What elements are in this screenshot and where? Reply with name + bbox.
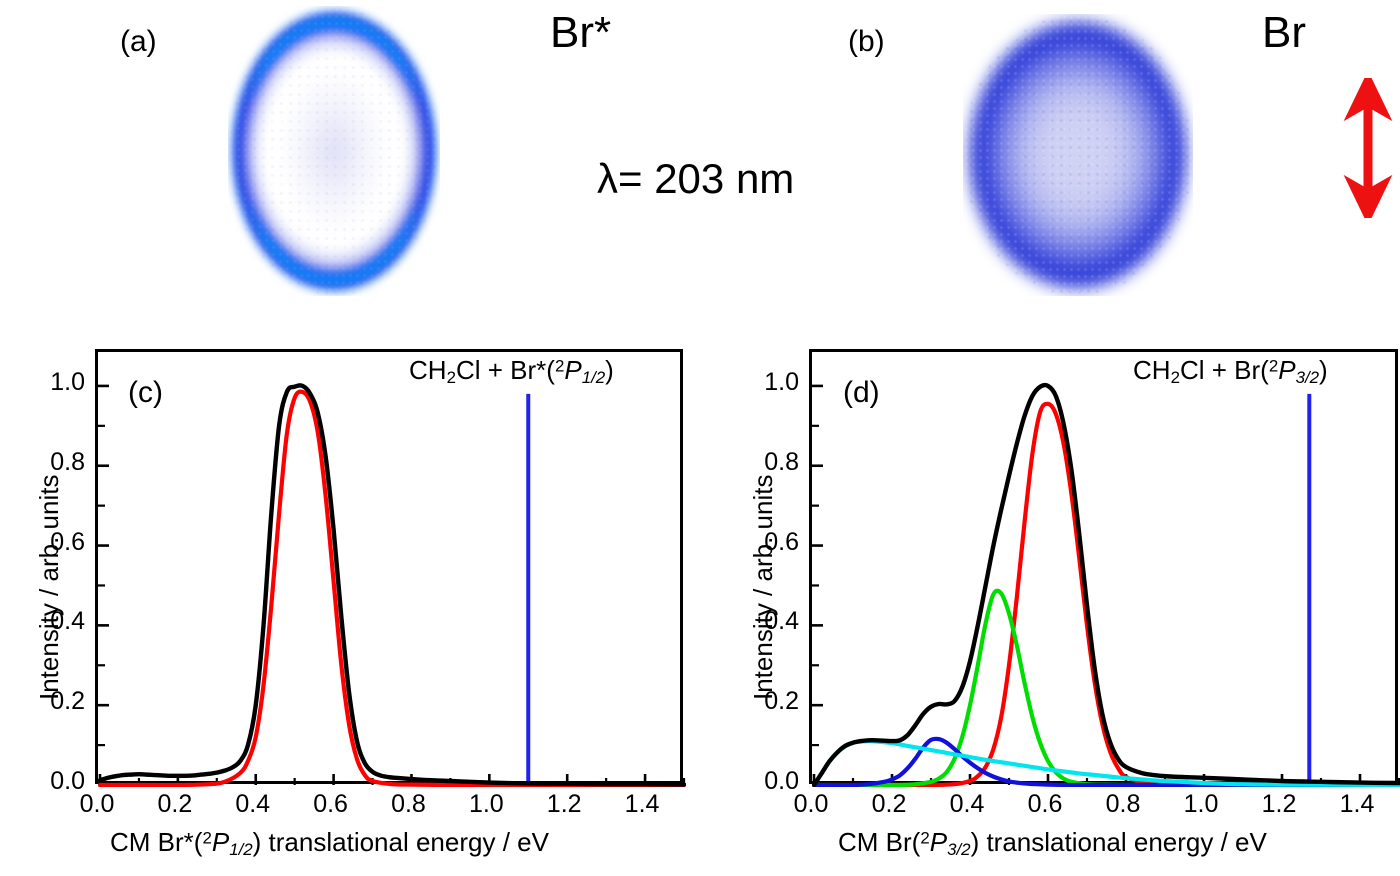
panel-d-xlabel-pre: CM Br( — [838, 827, 921, 857]
panel-d-annotation-post: ) — [1319, 355, 1328, 385]
panel-c-plot-svg — [98, 383, 686, 787]
panel-c-annotation: CH2Cl + Br*(2P1/2) — [409, 355, 614, 388]
panel-a-species-label: Br* — [550, 8, 612, 57]
panel-c-plot-frame — [95, 349, 686, 787]
panel-c-y-axis-title: Intensity / arb. units — [34, 474, 64, 700]
vmi-b-center-haze — [1013, 70, 1143, 240]
panel_d-xtick-0: 0.0 — [793, 790, 829, 818]
panel-c-annotation-post: ) — [605, 355, 614, 385]
panel_d-ytick-4: 0.8 — [764, 447, 799, 476]
panel-d-xlabel-post: ) translational energy / eV — [970, 827, 1267, 857]
panel_d-ytick-5: 1.0 — [764, 367, 799, 396]
panel-d-annotation-mid: Cl + Br( — [1179, 355, 1269, 385]
panel-d-annotation-sup: 2 — [1268, 356, 1279, 376]
panel_d-xtick-1: 0.2 — [871, 790, 907, 818]
panel-d-annotation-pre: CH — [1133, 355, 1171, 385]
velocity-map-image-b — [963, 14, 1193, 296]
panel-c-annotation-mid: Cl + Br*( — [455, 355, 555, 385]
panel-d-annotation-term: P — [1278, 355, 1296, 385]
panel-d-annotation: CH2Cl + Br(2P3/2) — [1133, 355, 1328, 388]
panel_d-ytick-0: 0.0 — [764, 767, 799, 795]
wavelength-label: λ= 203 nm — [597, 155, 795, 202]
panel-d-annotation-sub1: 2 — [1170, 368, 1180, 388]
velocity-map-image-a — [228, 6, 440, 296]
panel-c-annotation-pre: CH — [409, 355, 447, 385]
panel_c-xtick-3: 0.6 — [313, 790, 348, 818]
panel-c-tag: (c) — [128, 376, 163, 409]
panel_d-xtick-2: 0.4 — [949, 790, 985, 818]
panel-d-xlabel-sub: 3/2 — [947, 840, 971, 860]
panel_c-ytick-2: 0.4 — [50, 607, 85, 636]
panel_c-ytick-4: 0.8 — [50, 447, 85, 476]
panel_d-xtick-6: 1.2 — [1261, 790, 1297, 818]
panel_c-axis-ticks — [98, 384, 686, 787]
panel_c-xtick-0: 0.0 — [79, 790, 115, 818]
panel_c-xtick-4: 0.8 — [391, 790, 426, 818]
panel_c-xtick-7: 1.4 — [624, 790, 660, 818]
panel-b-tag: (b) — [848, 25, 885, 58]
panel_c-ytick-5: 1.0 — [50, 367, 85, 396]
panel-c-annotation-sup: 2 — [554, 356, 565, 376]
panel-d-y-axis-title: Intensity / arb. units — [748, 474, 778, 700]
panel-d-annotation-sub2: 3/2 — [1295, 368, 1320, 388]
panel_c-ytick-1: 0.2 — [50, 687, 85, 716]
panel_d-xtick-4: 0.8 — [1105, 790, 1141, 818]
panel-c-annotation-term: P — [564, 355, 582, 385]
panel-c-x-axis-title: CM Br*(2P1/2) translational energy / eV — [110, 827, 549, 860]
panel_c-xtick-1: 0.2 — [157, 790, 193, 818]
panel_c-xtick-2: 0.4 — [235, 790, 271, 818]
panel-d-xlabel-term: P — [929, 827, 948, 857]
panel-c-annotation-sub1: 2 — [446, 368, 456, 388]
panel-c-xlabel-term: P — [211, 827, 230, 857]
panel-d-x-axis-title: CM Br(2P3/2) translational energy / eV — [838, 827, 1267, 860]
panel_d-xtick-7: 1.4 — [1339, 790, 1375, 818]
panel_c-series-fit-gaussian-main — [98, 389, 686, 787]
panel_d-ytick-2: 0.4 — [764, 607, 799, 636]
panel-d-tag: (d) — [843, 376, 880, 409]
panel_d-series-fit-component-blue — [812, 736, 1400, 787]
panel_d-ytick-3: 0.6 — [764, 527, 799, 556]
vmi-a-noise — [228, 6, 440, 296]
panel_c-xtick-5: 1.0 — [468, 790, 504, 818]
panel-c-xlabel-sup: 2 — [202, 828, 212, 848]
panel-d-xlabel-sup: 2 — [920, 828, 930, 848]
panel-c-xlabel-sub: 1/2 — [229, 840, 253, 860]
panel-d-plot-frame — [809, 349, 1400, 787]
panel-d-plot-svg — [812, 382, 1400, 787]
panel_d-xtick-5: 1.0 — [1183, 790, 1219, 818]
laser-polarization-arrow — [1343, 78, 1393, 218]
panel_c-ytick-0: 0.0 — [50, 767, 85, 795]
panel-b-species-label: Br — [1262, 8, 1306, 57]
panel_c-xtick-6: 1.2 — [546, 790, 582, 818]
panel_d-xtick-3: 0.6 — [1027, 790, 1063, 818]
panel-c-xlabel-post: ) translational energy / eV — [252, 827, 549, 857]
panel-a-tag: (a) — [120, 25, 157, 58]
panel-c-annotation-sub2: 1/2 — [581, 368, 606, 388]
panel_c-series-experimental-total — [98, 383, 686, 787]
vmi-b-noise — [963, 14, 1193, 296]
panel_c-ytick-3: 0.6 — [50, 527, 85, 556]
panel_d-ytick-1: 0.2 — [764, 687, 799, 716]
vmi-a-center-haze — [283, 69, 385, 233]
panel_d-series-experimental-total — [812, 382, 1400, 787]
panel-c-xlabel-pre: CM Br*( — [110, 827, 203, 857]
